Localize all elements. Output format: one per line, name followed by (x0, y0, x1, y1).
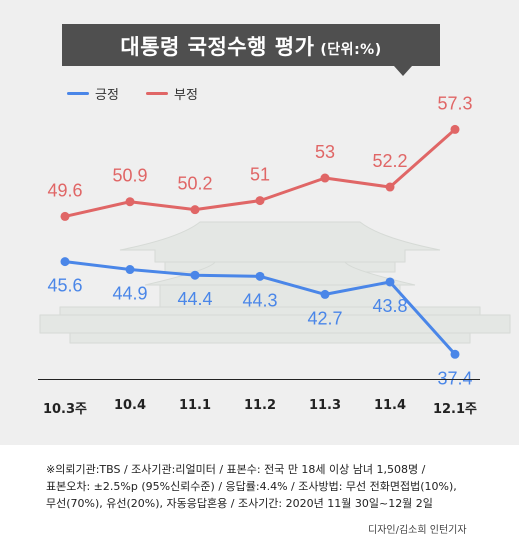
x-tick-label: 11.2 (243, 398, 277, 413)
footnote-line: 무선(70%), 유선(20%), 자동응답혼용 / 조사기간: 2020년 1… (46, 497, 433, 510)
data-label-positive: 37.4 (437, 368, 472, 388)
data-label-negative: 52.2 (372, 151, 407, 171)
data-point-positive (320, 289, 330, 299)
legend-label-positive: 긍정 (95, 88, 119, 103)
data-label-positive: 44.9 (112, 284, 147, 304)
chart-title-text: 대통령 국정수행 평가 (120, 35, 315, 59)
data-point-negative (255, 196, 265, 206)
data-point-negative (190, 205, 200, 215)
legend-label-negative: 부정 (174, 88, 198, 103)
x-tick-label: 11.4 (373, 398, 407, 413)
chart-unit: (단위:%) (320, 42, 382, 58)
footnote-line: 표본오차: ±2.5%p (95%신뢰수준) / 응답률:4.4% / 조사방법… (46, 480, 457, 493)
palace-illustration (39, 221, 511, 344)
x-tick-label: 11.3 (308, 398, 342, 413)
data-point-negative (450, 124, 460, 134)
data-label-negative: 57.3 (437, 93, 472, 113)
data-label-positive: 44.3 (242, 290, 277, 310)
data-label-positive: 42.7 (307, 308, 342, 328)
footnote-line: ※의뢰기관:TBS / 조사기관:리얼미터 / 표본수: 전국 만 18세 이상… (46, 463, 426, 476)
data-point-negative (60, 211, 70, 221)
x-tick-label: 11.1 (178, 398, 212, 413)
x-tick-label: 10.3주 (42, 402, 88, 417)
data-label-positive: 44.4 (177, 289, 212, 309)
data-label-negative: 50.2 (177, 174, 212, 194)
chart-title: 대통령 국정수행 평가 (단위:%) (62, 31, 440, 61)
data-point-negative (125, 197, 135, 207)
data-label-negative: 53 (315, 142, 335, 162)
data-point-negative (385, 182, 395, 192)
x-tick-label: 10.4 (113, 398, 147, 413)
legend-swatch-negative (146, 92, 168, 95)
legend-swatch-positive (67, 92, 89, 95)
x-axis-line (38, 379, 480, 380)
footnote: ※의뢰기관:TBS / 조사기관:리얼미터 / 표본수: 전국 만 18세 이상… (46, 461, 486, 512)
title-banner: 대통령 국정수행 평가 (단위:%) (62, 24, 440, 76)
data-point-positive (255, 271, 265, 281)
data-label-negative: 51 (250, 165, 270, 185)
line-chart: 45.6 44.9 44.4 44.3 42.7 43.8 37.4 49.6 50.9 50.2… (39, 93, 511, 388)
data-label-positive: 45.6 (47, 276, 82, 296)
credit-line: 디자인/김소희 인턴기자 (368, 525, 467, 536)
x-tick-label: 12.1주 (432, 402, 478, 417)
data-label-negative: 49.6 (47, 180, 82, 200)
data-point-positive (125, 265, 135, 275)
data-point-positive (385, 277, 395, 287)
data-point-negative (320, 173, 330, 183)
data-point-positive (60, 257, 70, 267)
data-label-positive: 43.8 (372, 296, 407, 316)
data-label-negative: 50.9 (112, 166, 147, 186)
data-point-positive (450, 349, 460, 359)
data-point-positive (190, 270, 200, 280)
